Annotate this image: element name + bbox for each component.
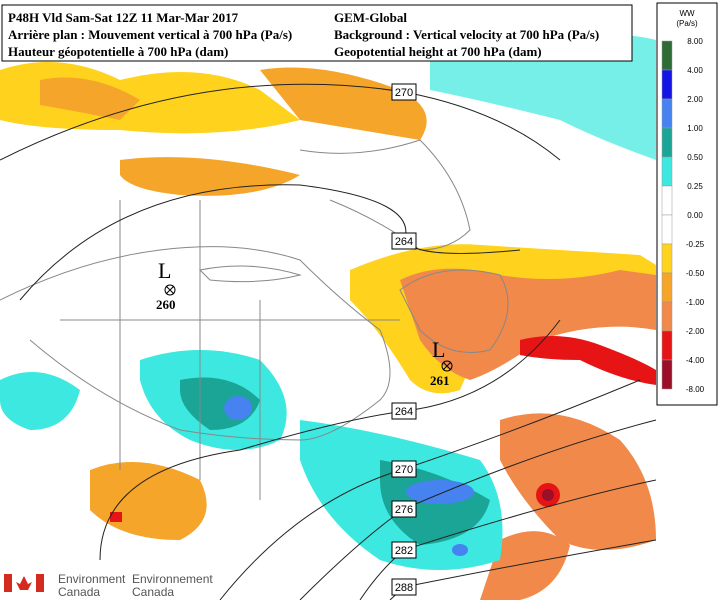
low-height: 261 [430, 373, 450, 388]
contour-label: 270 [395, 464, 413, 476]
contour-label-box [391, 83, 417, 101]
logo: Environment Canada Environnement Canada [4, 572, 213, 599]
contour-label-box [391, 232, 417, 250]
flag-bar [4, 574, 12, 592]
low-marker [164, 284, 176, 296]
contour-labels: 270 264 264 270 276 282 288 [391, 83, 417, 596]
header-text: Hauteur géopotentielle à 700 hPa (dam) [8, 44, 228, 59]
legend-swatch [661, 69, 673, 100]
legend-swatch [661, 127, 673, 158]
coastlines [0, 139, 509, 500]
logo-text: Canada [58, 585, 100, 599]
logo-text: Environnement [132, 572, 213, 586]
legend-label: -1.00 [686, 298, 705, 307]
header-text: Background : Vertical velocity at 700 hP… [334, 27, 599, 42]
low-symbol: L [432, 337, 445, 362]
legend-label: 0.00 [687, 211, 703, 220]
flag-leaf [16, 576, 32, 590]
legend-swatch [661, 156, 673, 187]
legend-label: 2.00 [687, 95, 703, 104]
contour-label: 288 [395, 582, 413, 594]
low-marker [165, 285, 175, 295]
legend-title: WW [679, 9, 695, 18]
header-text: P48H Vld Sam-Sat 12Z 11 Mar-Mar 2017 [8, 10, 239, 25]
legend-swatch [661, 272, 673, 303]
legend-label: -0.50 [686, 269, 705, 278]
low-marker [442, 361, 452, 371]
low-centers: L 260 L 261 [156, 258, 453, 388]
contour-label: 270 [395, 87, 413, 99]
legend-swatch [661, 40, 673, 71]
contour-label-box [391, 541, 417, 559]
legend-unit: (Pa/s) [676, 19, 698, 28]
legend-swatch [661, 359, 673, 390]
low-height: 260 [156, 297, 176, 312]
contour-label: 264 [395, 406, 413, 418]
low-symbol: L [158, 258, 171, 283]
contour-label-box [391, 578, 417, 596]
header-text: Geopotential height at 700 hPa (dam) [334, 44, 542, 59]
legend-swatch [661, 301, 673, 332]
shaded-fields [0, 30, 656, 600]
contour-label-box [391, 460, 417, 478]
legend-label: -2.00 [686, 327, 705, 336]
header: P48H Vld Sam-Sat 12Z 11 Mar-Mar 2017 Arr… [1, 4, 633, 62]
legend-label: 1.00 [687, 124, 703, 133]
legend-label: 4.00 [687, 66, 703, 75]
contour-label-box [391, 500, 417, 518]
low-marker [441, 360, 453, 372]
legend-swatch [661, 214, 673, 245]
header-box [1, 4, 633, 62]
legend-swatch [661, 243, 673, 274]
logo-text: Environment [58, 572, 126, 586]
legend-label: -0.25 [686, 240, 705, 249]
legend-swatch [661, 330, 673, 361]
header-text: GEM-Global [334, 10, 407, 25]
legend-swatch [661, 98, 673, 129]
legend-label: -8.00 [686, 385, 705, 394]
legend-label: 0.25 [687, 182, 703, 191]
legend-label: 8.00 [687, 37, 703, 46]
flag-bar [36, 574, 44, 592]
legend-label: -4.00 [686, 356, 705, 365]
logo-text: Canada [132, 585, 174, 599]
contour-label: 282 [395, 545, 413, 557]
legend: WW (Pa/s) 8.00 4.00 2.00 1.00 0.50 0.25 0.00 -0… [656, 2, 718, 406]
header-text: Arrière plan : Mouvement vertical à 700 … [8, 27, 292, 42]
contour-label-box [391, 402, 417, 420]
contour-label: 264 [395, 236, 413, 248]
legend-label: 0.50 [687, 153, 703, 162]
legend-swatch [661, 185, 673, 216]
contour-label: 276 [395, 504, 413, 516]
